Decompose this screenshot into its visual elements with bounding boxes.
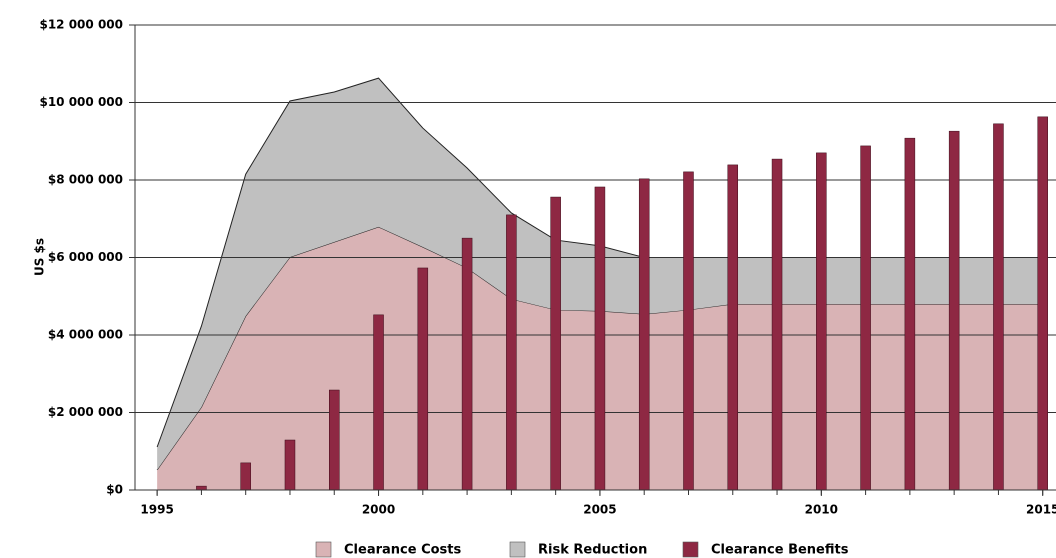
x-tick-label: 1995: [140, 503, 173, 517]
bar: [727, 164, 739, 491]
bar: [993, 123, 1004, 491]
bar: [904, 137, 916, 491]
bar: [771, 158, 783, 491]
legend: Clearance Costs Risk Reduction Clearance B…: [315, 541, 849, 558]
bar: [461, 237, 473, 491]
y-tick-label: $2 000 000: [48, 405, 123, 419]
y-axis-label: US $s: [33, 238, 47, 276]
bar: [196, 485, 207, 491]
y-tick-label: $0: [106, 483, 123, 497]
bar: [550, 196, 561, 491]
bar: [860, 145, 871, 491]
bar: [816, 152, 827, 491]
legend-swatch: [315, 541, 332, 558]
bar: [506, 214, 517, 491]
bar: [373, 314, 384, 491]
legend-label: Risk Reduction: [538, 543, 647, 558]
bar: [683, 171, 694, 491]
y-tick-label: $4 000 000: [48, 328, 123, 342]
legend-label: Clearance Benefits: [711, 543, 849, 558]
bar: [329, 389, 340, 491]
bar: [948, 130, 960, 491]
legend-label: Clearance Costs: [344, 543, 461, 558]
bar: [1037, 116, 1048, 491]
bar: [417, 267, 429, 491]
bar: [594, 186, 606, 491]
y-tick-label: $8 000 000: [48, 173, 123, 187]
bar: [284, 439, 296, 491]
x-tick-label: 2005: [583, 503, 616, 517]
x-tick-label: 2000: [362, 503, 395, 517]
legend-swatch: [682, 541, 699, 558]
y-tick-label: $6 000 000: [48, 250, 123, 264]
bar: [638, 178, 650, 491]
y-tick-label: $10 000 000: [39, 95, 123, 109]
y-tick-label: $12 000 000: [39, 18, 123, 32]
x-tick-label: 2010: [805, 503, 838, 517]
x-tick-label: 2015: [1026, 503, 1056, 517]
legend-swatch: [509, 541, 526, 558]
bar: [240, 462, 251, 491]
